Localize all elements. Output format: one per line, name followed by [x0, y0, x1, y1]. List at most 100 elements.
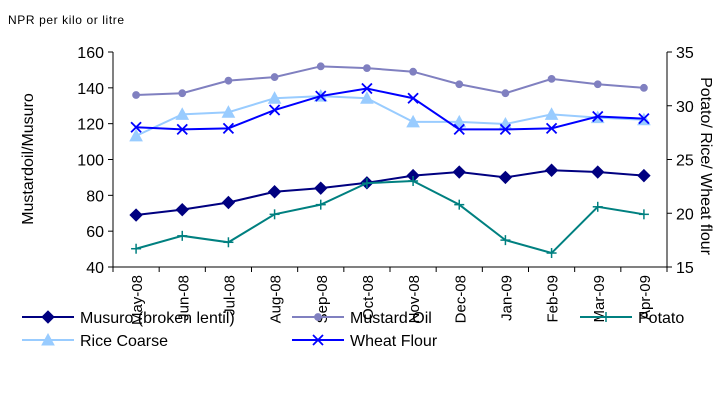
series-line	[136, 87, 644, 131]
data-point	[314, 181, 328, 195]
legend-item: Musuro (broken lentil)	[22, 310, 235, 327]
x-tick-label: Oct-08	[360, 275, 377, 320]
y-tick-label-left: 120	[77, 117, 104, 134]
data-point	[270, 73, 279, 81]
data-point	[221, 105, 236, 118]
series-musuro-broken-lentil	[129, 163, 651, 222]
x-tick-label: Apr-09	[637, 275, 654, 320]
x-tick-label: Nov-08	[406, 275, 423, 323]
data-point	[315, 90, 327, 102]
data-point	[267, 185, 282, 199]
data-point	[176, 123, 188, 136]
y-tick-label-right: 25	[676, 153, 694, 170]
y-tick-label-right: 35	[676, 45, 694, 62]
data-point	[177, 230, 188, 241]
data-point	[499, 123, 512, 136]
series-mustard-oil	[132, 62, 648, 99]
x-tick-label: Jan-09	[498, 275, 515, 321]
data-point	[268, 104, 281, 116]
chart-subtitle: NPR per kilo or litre	[8, 13, 125, 27]
y-tick-label-right: 20	[676, 206, 694, 223]
data-point	[130, 121, 142, 133]
data-point	[224, 76, 233, 85]
series-line	[136, 65, 644, 96]
data-point	[452, 114, 467, 128]
data-point	[453, 123, 465, 136]
x-tick-label: Jul-08	[221, 275, 238, 316]
x-tick-label: Aug-08	[268, 275, 285, 323]
legend-item: Mustard Oil	[292, 310, 432, 327]
series-line	[135, 169, 644, 217]
legend-label: Mustard Oil	[350, 310, 432, 327]
data-point	[498, 170, 513, 185]
data-point	[406, 114, 420, 128]
data-point	[544, 107, 559, 120]
legend-label: Potato	[638, 310, 684, 327]
data-point	[316, 62, 325, 71]
data-point	[360, 91, 374, 104]
legend-item: Rice Coarse	[22, 332, 168, 350]
data-point	[361, 82, 373, 95]
series-line	[135, 95, 644, 137]
x-tick-label: Mar-09	[591, 275, 608, 323]
data-point	[178, 89, 187, 98]
x-tick-label: Dec-08	[452, 275, 469, 323]
legend-marker	[41, 310, 55, 324]
series-wheat-flour	[130, 82, 650, 136]
data-point	[408, 176, 419, 186]
y-tick-label-left: 60	[86, 224, 104, 241]
data-point	[363, 64, 371, 73]
data-point	[221, 195, 236, 210]
x-tick-label: Feb-09	[545, 275, 562, 323]
data-point	[269, 209, 280, 220]
data-point	[222, 122, 235, 134]
data-point	[409, 67, 417, 76]
data-point	[223, 237, 234, 248]
legend-item: Wheat Flour	[292, 333, 438, 350]
data-point	[500, 235, 511, 246]
series-rice-coarse	[129, 89, 651, 142]
x-tick-label: May-08	[129, 275, 146, 325]
data-point	[267, 91, 282, 104]
data-point	[501, 89, 510, 98]
y-tick-label-right: 15	[676, 260, 694, 277]
y-axis-label-right: Potato/ Rice/ Wheat flour	[697, 77, 714, 256]
data-point	[545, 122, 558, 134]
data-point	[544, 163, 559, 177]
data-point	[591, 165, 605, 179]
y-tick-label-left: 140	[77, 81, 104, 98]
y-tick-label-left: 100	[77, 153, 104, 170]
data-point	[455, 80, 464, 89]
data-point	[592, 201, 603, 212]
legend-marker	[312, 334, 324, 346]
data-point	[452, 165, 466, 179]
legend-label: Rice Coarse	[80, 333, 168, 350]
data-point	[637, 168, 651, 183]
data-point	[592, 110, 604, 123]
data-point	[315, 199, 326, 210]
y-axis-label-left: Mustardoil/Musuro	[20, 93, 37, 225]
data-point	[638, 209, 649, 220]
y-tick-label-right: 30	[676, 99, 694, 116]
y-tick-label-left: 160	[77, 45, 104, 62]
data-point	[638, 113, 650, 125]
data-point	[407, 92, 419, 104]
data-point	[546, 248, 557, 259]
y-tick-label-left: 40	[86, 260, 104, 277]
data-point	[361, 178, 372, 189]
data-point	[593, 80, 602, 89]
x-tick-label: Jun-08	[175, 275, 192, 321]
y-tick-label-left: 80	[86, 188, 104, 205]
legend-marker	[314, 313, 322, 321]
data-point	[131, 243, 142, 254]
legend-item: Potato	[580, 310, 684, 327]
series-line	[135, 179, 645, 255]
legend-marker	[41, 332, 55, 346]
legend-marker	[601, 312, 611, 322]
data-point	[175, 202, 189, 217]
data-point	[175, 107, 190, 120]
data-point	[640, 83, 648, 92]
legend-label: Musuro (broken lentil)	[80, 310, 235, 327]
data-point	[454, 199, 465, 210]
